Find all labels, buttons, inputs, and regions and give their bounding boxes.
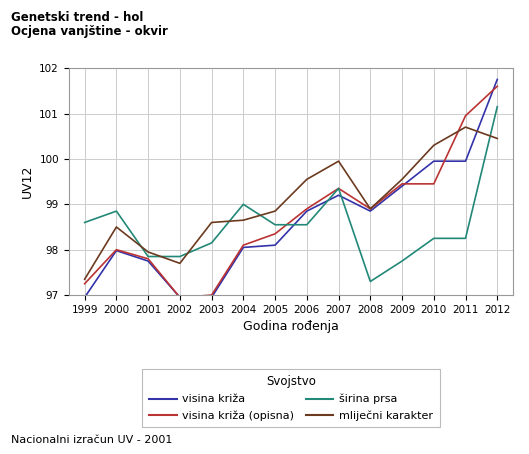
Y-axis label: UV12: UV12 <box>21 165 34 198</box>
Text: Nacionalni izračun UV - 2001: Nacionalni izračun UV - 2001 <box>11 435 172 445</box>
Legend: visina križa, visina križa (opisna), širina prsa, mliječni karakter: visina križa, visina križa (opisna), šir… <box>142 369 440 427</box>
Text: Ocjena vanjštine - okvir: Ocjena vanjštine - okvir <box>11 25 168 38</box>
Text: Genetski trend - hol: Genetski trend - hol <box>11 11 143 25</box>
X-axis label: Godina rođenja: Godina rođenja <box>243 321 339 333</box>
